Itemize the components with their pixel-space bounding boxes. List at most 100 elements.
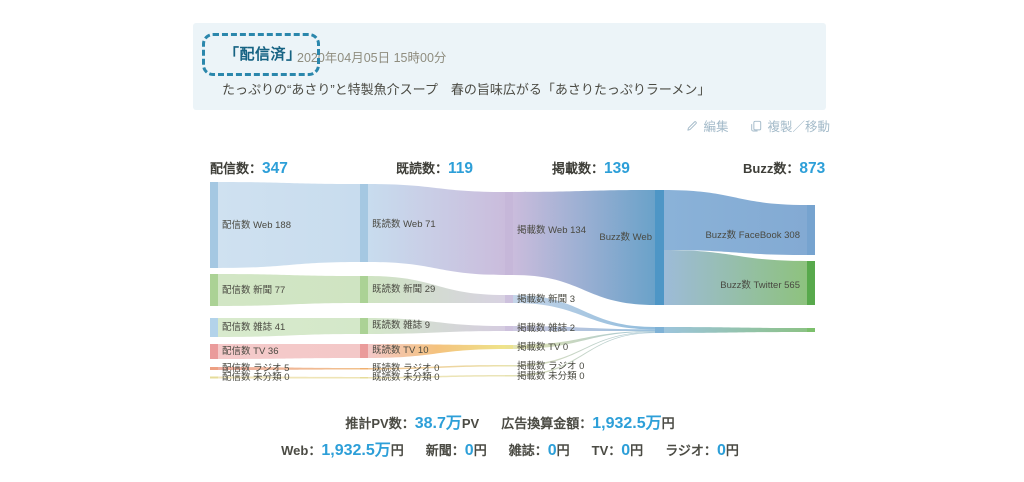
press-release-card: 「配信済」 2020年04月05日 15時00分 たっぷりの“あさり”と特製魚介… — [193, 23, 826, 110]
pencil-icon — [686, 120, 698, 132]
metric-header: 配信数： 347 — [210, 158, 288, 178]
stat-value: 1,932.5万 — [592, 415, 662, 432]
sankey-label: Buzz数 Twitter 565 — [720, 279, 800, 291]
sankey-label: 掲載数 新聞 3 — [517, 293, 575, 305]
summary-stats: 推計PV数： 38.7万 PV 広告換算金額： 1,932.5万円 Web： 1,932.… — [190, 409, 830, 463]
metric-label: Buzz数： — [743, 161, 800, 176]
sankey-node — [505, 345, 513, 349]
stat-item: Web： 1,932.5万円 — [281, 436, 404, 460]
stat-unit: 円 — [390, 443, 404, 458]
sankey-node — [360, 276, 368, 303]
sankey-node — [655, 190, 664, 305]
stat-unit: PV — [461, 416, 480, 431]
press-release-title: たっぷりの“あさり”と特製魚介スープ 春の旨味広がる「あさりたっぷりラーメン」 — [222, 82, 711, 97]
sankey-node — [210, 367, 218, 370]
metric-value: 873 — [799, 160, 826, 177]
stat-value: 0 — [621, 442, 631, 459]
sankey-flow — [513, 295, 655, 330]
sankey-label: 配信数 未分類 0 — [222, 371, 290, 383]
sankey-node — [807, 205, 815, 255]
sankey-label: 掲載数 TV 0 — [517, 341, 568, 353]
sankey-flow — [218, 376, 360, 379]
sankey-node — [210, 318, 218, 337]
sankey-node — [360, 344, 368, 358]
sankey-flow — [218, 367, 360, 370]
sankey-label: Buzz数 Web — [599, 231, 652, 243]
sankey-node — [505, 326, 513, 331]
sankey-node — [360, 377, 368, 379]
stat-item: ラジオ： 0 円 — [665, 440, 739, 460]
sankey-label: 既読数 新聞 29 — [372, 283, 435, 295]
sankey-label: Buzz数 FaceBook 308 — [705, 229, 800, 241]
stat-label: 新聞： — [425, 443, 465, 458]
sankey-label: 既読数 未分類 0 — [372, 371, 440, 383]
metric-value: 119 — [448, 160, 474, 177]
sankey-flow — [368, 344, 505, 358]
metric-value: 347 — [262, 160, 288, 177]
stat-value: 0 — [547, 442, 557, 459]
metric-label: 配信数： — [210, 161, 263, 176]
sankey-flow — [368, 318, 505, 334]
stat-value: 38.7万 — [414, 415, 462, 432]
stat-label: ラジオ： — [665, 443, 717, 458]
stat-unit: 円 — [556, 443, 570, 458]
sankey-flow — [513, 331, 655, 349]
sankey-node — [360, 368, 368, 370]
sankey-node — [505, 192, 513, 275]
sankey-node — [505, 295, 513, 303]
copy-icon — [750, 120, 762, 132]
sankey-flow — [218, 182, 360, 268]
metric-header: Buzz数： 873 — [743, 158, 825, 178]
stat-value: 0 — [464, 442, 474, 459]
sankey-flow — [218, 344, 360, 359]
stat-label: TV： — [591, 443, 622, 458]
sankey-node — [505, 375, 513, 377]
summary-row-1: 推計PV数： 38.7万 PV 広告換算金額： 1,932.5万円 — [190, 409, 830, 433]
stat-label: Web： — [281, 443, 322, 458]
stat-value: 1,932.5万 — [321, 442, 391, 459]
stat-unit: 円 — [630, 443, 644, 458]
sankey-flow — [513, 332, 655, 377]
stat-value: 0 — [716, 442, 726, 459]
sankey-node — [655, 327, 664, 333]
sankey-node — [807, 261, 815, 305]
sankey-label: 配信数 雑誌 41 — [222, 321, 285, 333]
sankey-node — [210, 182, 218, 268]
sankey-label: 掲載数 Web 134 — [517, 224, 586, 236]
sankey-node — [210, 376, 218, 379]
metric-header: 既読数： 119 — [396, 158, 473, 178]
sankey-label: 掲載数 雑誌 2 — [517, 322, 575, 334]
edit-button-label: 編集 — [703, 120, 729, 134]
stat-item: 雑誌： 0 円 — [509, 440, 570, 460]
duplicate-move-button[interactable]: 複製／移動 — [750, 116, 830, 135]
status-highlight-annotation — [202, 33, 320, 76]
metric-value: 139 — [604, 160, 630, 177]
stat-item: 広告換算金額： 1,932.5万円 — [501, 409, 674, 433]
stat-label: 推計PV数： — [345, 416, 415, 431]
edit-button[interactable]: 編集 — [686, 116, 728, 135]
sankey-flow — [368, 375, 505, 379]
stat-item: 推計PV数： 38.7万 PV — [345, 409, 479, 433]
metric-header: 掲載数： 139 — [552, 158, 630, 178]
sankey-flow — [368, 276, 505, 303]
sankey-label: 配信数 新聞 77 — [222, 284, 285, 296]
sankey-label: 掲載数 ラジオ 0 — [517, 360, 584, 372]
sankey-label: 既読数 ラジオ 0 — [372, 362, 439, 374]
sankey-label: 既読数 TV 10 — [372, 344, 429, 356]
sankey-node — [210, 344, 218, 359]
stat-unit: 円 — [725, 443, 739, 458]
sankey-flow — [513, 326, 655, 331]
sankey-flow — [368, 365, 505, 370]
sankey-label: 既読数 雑誌 9 — [372, 319, 430, 331]
actions-toolbar: 編集 複製／移動 — [190, 116, 830, 135]
sankey-label: 既読数 Web 71 — [372, 218, 436, 230]
sankey-node — [210, 274, 218, 306]
sankey-chart: 配信数 Web 188 配信数 新聞 77 配信数 雑誌 41 配信数 TV 36 配信… — [210, 182, 815, 383]
metric-label: 既読数： — [396, 161, 449, 176]
metric-label: 掲載数： — [552, 161, 605, 176]
sankey-flow — [664, 327, 807, 333]
status-label: 「配信済」 — [224, 46, 302, 63]
sankey-flow — [218, 318, 360, 337]
sankey-node — [360, 184, 368, 262]
